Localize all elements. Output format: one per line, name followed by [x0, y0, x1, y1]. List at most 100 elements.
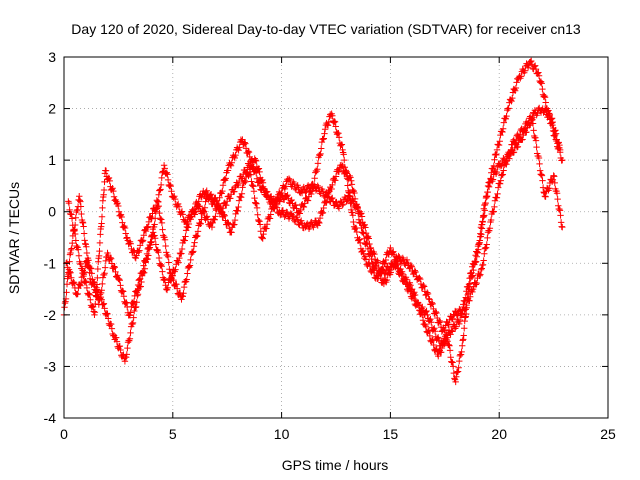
data-point-track-b: [68, 274, 75, 281]
data-point-track-a: [500, 119, 508, 126]
data-point-track-b: [320, 204, 327, 212]
data-point-track-b: [315, 218, 322, 226]
data-point-track-b: [129, 299, 136, 307]
data-point-track-c: [187, 256, 194, 264]
data-point-track-a: [330, 119, 337, 126]
data-point-track-a: [349, 212, 357, 219]
data-point-track-a: [236, 144, 243, 151]
data-point-track-b: [101, 270, 108, 277]
data-point-track-c: [257, 228, 264, 235]
data-point-track-b: [221, 212, 228, 219]
y-axis-ticks: -4 -3 -2 -1 0 1 2 3: [44, 49, 608, 426]
data-point-track-a: [178, 209, 185, 216]
data-point-track-a: [157, 181, 165, 189]
data-point-track-c: [502, 158, 510, 165]
data-point-track-c: [136, 242, 144, 249]
data-point-track-c: [87, 296, 94, 303]
data-point-track-b: [433, 309, 440, 317]
data-point-track-c: [173, 281, 180, 288]
data-point-track-a: [503, 112, 510, 120]
data-point-track-c: [532, 134, 539, 142]
data-point-track-a: [245, 148, 252, 155]
data-point-track-b: [491, 203, 498, 211]
data-point-track-b: [150, 229, 157, 236]
data-point-track-b: [231, 221, 238, 228]
data-point-track-c: [285, 175, 293, 182]
data-point-track-c: [139, 237, 147, 244]
data-point-track-a: [512, 84, 520, 92]
data-point-track-c: [259, 235, 266, 242]
data-point-track-b: [323, 199, 330, 206]
data-point-track-a: [422, 323, 430, 330]
data-point-track-c: [431, 328, 439, 335]
data-point-track-c: [529, 116, 536, 123]
data-point-track-a: [79, 219, 87, 227]
data-point-track-c: [367, 244, 375, 252]
data-point-track-c: [93, 281, 101, 288]
data-point-track-a: [219, 181, 227, 189]
data-point-track-a: [452, 378, 459, 386]
data-point-track-b: [172, 266, 179, 273]
data-point-track-c: [115, 202, 122, 210]
data-point-track-a: [332, 123, 339, 130]
data-point-track-c: [68, 215, 76, 222]
data-point-track-a: [321, 130, 328, 137]
data-point-track-c: [542, 193, 549, 200]
data-point-track-c: [127, 240, 134, 247]
data-point-track-c: [286, 176, 294, 184]
data-point-track-c: [350, 198, 357, 205]
data-point-track-c: [460, 301, 467, 308]
data-point-track-c: [190, 243, 198, 250]
data-point-track-a: [211, 216, 218, 223]
data-point-track-b: [412, 268, 419, 276]
data-point-track-a: [314, 166, 321, 173]
data-point-track-c: [153, 197, 161, 204]
data-point-track-c: [98, 213, 106, 221]
data-point-track-b: [346, 172, 353, 180]
data-point-track-c: [249, 182, 256, 189]
data-point-track-c: [483, 192, 491, 200]
data-point-track-c: [77, 260, 84, 267]
data-point-track-a: [291, 202, 299, 209]
data-point-track-b: [155, 248, 162, 256]
data-point-track-a: [104, 310, 111, 318]
data-point-track-b: [416, 274, 423, 282]
data-point-track-b: [297, 217, 305, 224]
data-point-track-a: [300, 203, 308, 211]
data-point-track-c: [75, 246, 82, 253]
data-point-track-c: [557, 212, 564, 219]
data-point-track-a: [499, 128, 506, 136]
x-tick-label: 15: [383, 426, 399, 442]
x-tick-label: 25: [600, 426, 616, 442]
data-point-track-c: [447, 331, 454, 338]
data-point-track-a: [116, 342, 124, 350]
data-point-track-b: [117, 282, 124, 289]
data-point-track-c: [335, 205, 343, 212]
data-point-track-b: [136, 276, 143, 283]
data-point-track-a: [168, 188, 175, 195]
data-point-track-c: [536, 167, 544, 174]
data-point-track-c: [371, 250, 378, 258]
data-point-track-c: [440, 339, 447, 347]
data-point-track-c: [94, 274, 101, 282]
data-point-track-a: [422, 321, 429, 329]
data-point-track-c: [423, 307, 430, 315]
data-point-track-c: [152, 206, 159, 213]
data-point-track-b: [407, 261, 415, 269]
data-point-track-a: [155, 191, 162, 198]
data-point-track-b: [132, 287, 140, 295]
data-point-track-a: [314, 160, 322, 167]
data-point-track-c: [362, 224, 369, 231]
data-point-track-a: [160, 162, 168, 169]
data-point-track-c: [196, 219, 203, 227]
data-points: [60, 57, 566, 386]
data-point-track-c: [140, 232, 147, 239]
data-point-track-b: [478, 265, 485, 272]
data-point-track-a: [460, 332, 467, 339]
data-point-track-a: [217, 189, 225, 196]
data-point-track-a: [318, 145, 325, 152]
data-point-track-a: [69, 239, 76, 247]
data-point-track-c: [419, 303, 426, 311]
data-point-track-c: [149, 210, 156, 217]
data-point-track-c: [456, 320, 463, 328]
